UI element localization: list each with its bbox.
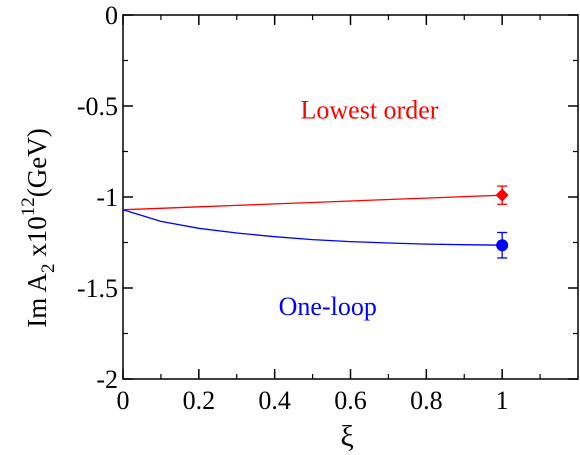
y-axis: 0 -0.5 -1 -1.5 -2 xyxy=(77,1,578,394)
annotation-layer: Lowest order One-loop xyxy=(279,96,439,322)
plot-area xyxy=(122,14,579,380)
x-tick-label: 1 xyxy=(496,386,509,415)
y-tick-label: -1.5 xyxy=(77,274,118,303)
y-tick-label: 0 xyxy=(105,1,118,30)
data-point-circle xyxy=(496,239,509,252)
series-layer xyxy=(122,185,509,259)
x-tick-label: 0.6 xyxy=(334,386,367,415)
x-axis-label: ξ xyxy=(340,420,353,453)
series-annotation: One-loop xyxy=(279,292,377,321)
series-annotation: Lowest order xyxy=(301,96,439,125)
y-tick-label: -1 xyxy=(96,183,118,212)
plot-frame xyxy=(122,14,579,380)
y-axis-label: Im A2 x1012(GeV) xyxy=(18,128,59,327)
x-axis: 0 0.2 0.4 0.6 0.8 1 xyxy=(117,15,541,415)
x-tick-label: 0.8 xyxy=(410,386,443,415)
data-point-diamond xyxy=(495,188,509,202)
x-tick-label: 0.2 xyxy=(183,386,216,415)
series-line xyxy=(122,209,503,246)
series-line xyxy=(122,194,503,211)
y-tick-label: -2 xyxy=(96,365,118,394)
x-tick-label: 0 xyxy=(117,386,130,415)
x-tick-label: 0.4 xyxy=(258,386,291,415)
y-tick-label: -0.5 xyxy=(77,92,118,121)
